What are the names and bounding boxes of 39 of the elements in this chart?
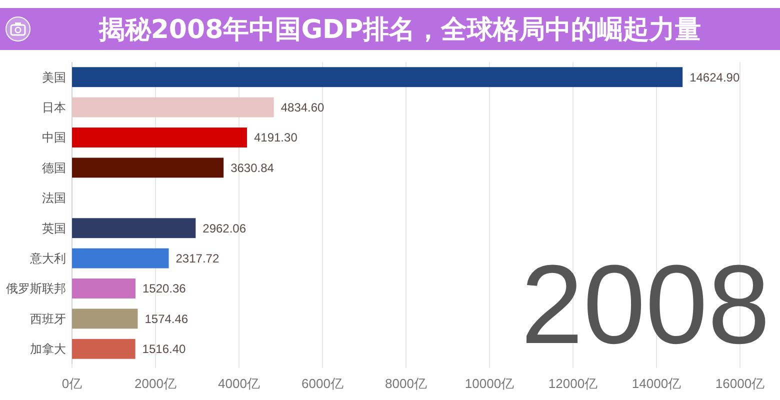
bar — [72, 97, 274, 118]
bar — [72, 338, 136, 359]
y-tick-label: 日本 — [42, 100, 66, 114]
x-tick-label: 6000亿 — [302, 376, 344, 391]
data-label: 2317.72 — [176, 252, 220, 266]
bar — [72, 308, 138, 329]
y-tick-label: 俄罗斯联邦 — [6, 282, 66, 296]
data-label: 4191.30 — [254, 130, 298, 145]
x-tick-label: 16000亿 — [715, 376, 765, 391]
data-label: 2962.06 — [202, 221, 246, 236]
bar — [72, 67, 683, 88]
data-label: 1520.36 — [142, 282, 186, 296]
data-label: 3630.84 — [230, 160, 274, 175]
y-tick-label: 中国 — [42, 130, 66, 145]
data-label: 1516.40 — [142, 342, 186, 356]
x-tick-label: 4000亿 — [218, 376, 260, 391]
x-tick-label: 12000亿 — [548, 376, 598, 391]
x-tick-label: 2000亿 — [134, 376, 176, 391]
y-tick-label: 德国 — [42, 160, 66, 175]
y-tick-label: 英国 — [42, 221, 66, 236]
y-tick-label: 美国 — [42, 70, 66, 84]
y-tick-label: 西班牙 — [30, 312, 66, 326]
x-tick-label: 14000亿 — [632, 376, 682, 391]
bar — [72, 278, 136, 298]
y-tick-label: 意大利 — [29, 252, 66, 266]
y-tick-label: 法国 — [42, 191, 66, 206]
data-label: 4834.60 — [280, 100, 325, 114]
data-label: 14624.90 — [690, 70, 740, 84]
y-tick-label: 加拿大 — [30, 342, 66, 356]
x-tick-label: 0亿 — [62, 376, 82, 391]
data-label: 1574.46 — [144, 312, 188, 326]
x-tick-label: 8000亿 — [385, 376, 427, 391]
annotation: 2008 — [520, 242, 770, 367]
bar — [72, 128, 247, 148]
x-tick-label: 10000亿 — [464, 376, 514, 391]
chart-title: 揭秘2008年中国GDP排名，全球格局中的崛起力量 — [98, 15, 702, 45]
bar — [72, 218, 196, 238]
bar — [72, 158, 224, 178]
bar — [72, 248, 169, 268]
